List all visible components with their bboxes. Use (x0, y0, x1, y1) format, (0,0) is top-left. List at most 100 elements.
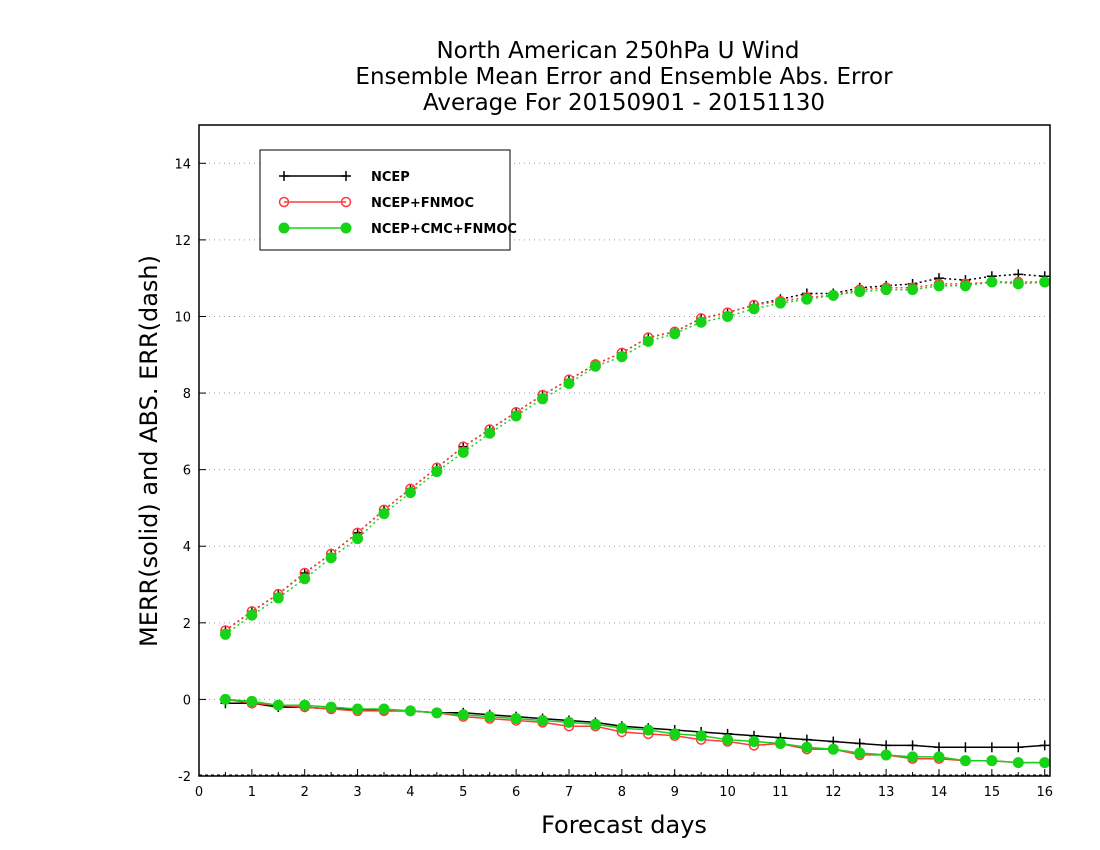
series-layer (219, 269, 1051, 769)
data-point-filled-circle (722, 310, 734, 322)
data-point-filled-circle (1012, 757, 1024, 769)
data-point-filled-circle (748, 736, 760, 748)
data-point-filled-circle (695, 730, 707, 742)
data-point-filled-circle (325, 701, 337, 713)
data-point-filled-circle (986, 276, 998, 288)
x-tick-label: 8 (618, 785, 626, 800)
data-point-filled-circle (340, 222, 352, 234)
data-point-filled-circle (827, 743, 839, 755)
data-point-filled-circle (616, 351, 628, 363)
data-point-plus (279, 171, 289, 181)
data-point-open-circle (278, 196, 290, 208)
y-axis-ticks: -2 0 2 4 6 8 10 12 14 (174, 157, 206, 785)
data-point-filled-circle (325, 552, 337, 564)
series-ncep-fnmoc (220, 276, 1050, 768)
y-tick-label: 4 (183, 540, 191, 555)
x-tick-label: 6 (512, 785, 520, 800)
y-tick-label: 12 (174, 234, 191, 249)
chart-title: North American 250hPa U Wind Ensemble Me… (355, 38, 893, 116)
data-point-filled-circle (219, 628, 231, 640)
title-line-3: Average For 20150901 - 20151130 (423, 90, 825, 116)
data-point-filled-circle (352, 703, 364, 715)
data-point-plus (986, 742, 997, 753)
merr-line (225, 698, 1045, 764)
data-point-filled-circle (431, 466, 443, 478)
abs-err-line (224, 281, 1045, 635)
y-tick-label: 8 (183, 387, 191, 402)
legend-box (259, 149, 511, 251)
data-point-filled-circle (669, 728, 681, 740)
data-point-filled-circle (880, 284, 892, 296)
data-point-filled-circle (986, 755, 998, 767)
x-tick-label: 3 (353, 785, 361, 800)
x-axis-ticks: 0 1 2 3 4 5 6 7 8 9 10 11 12 13 14 15 16 (195, 769, 1053, 800)
x-tick-label: 16 (1036, 785, 1053, 800)
data-point-filled-circle (431, 707, 443, 719)
data-point-filled-circle (669, 328, 681, 340)
legend-label: NCEP+FNMOC (371, 196, 474, 211)
data-point-filled-circle (722, 734, 734, 746)
legend-entry: NCEP (279, 170, 410, 185)
data-point-filled-circle (272, 592, 284, 604)
data-point-open-circle (340, 196, 352, 208)
y-tick-label: 6 (183, 464, 191, 479)
plot-frame (198, 124, 1051, 777)
data-point-filled-circle (801, 293, 813, 305)
data-point-plus (1039, 740, 1050, 751)
x-tick-label: 7 (565, 785, 573, 800)
title-line-1: North American 250hPa U Wind (436, 38, 799, 64)
y-axis-label: MERR(solid) and ABS. ERR(dash) (135, 255, 163, 647)
x-tick-label: 2 (301, 785, 309, 800)
grid (199, 162, 1050, 776)
data-point-filled-circle (246, 695, 258, 707)
series-ncep (220, 269, 1050, 753)
data-point-filled-circle (246, 609, 258, 621)
data-point-filled-circle (907, 284, 919, 296)
data-point-filled-circle (1039, 757, 1051, 769)
data-point-filled-circle (404, 705, 416, 717)
legend-entry: NCEP+CMC+FNMOC (278, 222, 517, 237)
legend-label: NCEP+CMC+FNMOC (371, 222, 517, 237)
data-point-filled-circle (457, 446, 469, 458)
data-point-plus (854, 738, 865, 749)
data-point-plus (1013, 742, 1024, 753)
data-point-filled-circle (510, 713, 522, 725)
y-tick-label: 14 (174, 157, 191, 172)
data-point-filled-circle (1012, 278, 1024, 290)
data-point-filled-circle (827, 289, 839, 301)
data-point-filled-circle (854, 747, 866, 759)
data-point-filled-circle (774, 297, 786, 309)
data-point-filled-circle (352, 533, 364, 545)
data-point-filled-circle (219, 693, 231, 705)
abs-err-line (224, 281, 1045, 632)
data-point-filled-circle (642, 335, 654, 347)
data-point-filled-circle (484, 427, 496, 439)
data-point-filled-circle (616, 722, 628, 734)
data-point-filled-circle (1039, 276, 1051, 288)
x-tick-label: 15 (984, 785, 1001, 800)
x-tick-label: 4 (406, 785, 414, 800)
x-tick-label: 9 (671, 785, 679, 800)
data-point-filled-circle (299, 573, 311, 585)
data-point-filled-circle (404, 487, 416, 499)
legend-entry: NCEP+FNMOC (278, 196, 474, 211)
data-point-plus (960, 742, 971, 753)
data-point-plus (934, 742, 944, 753)
abs-err-line (224, 273, 1045, 632)
x-tick-label: 11 (772, 785, 789, 800)
x-tick-label: 12 (825, 785, 842, 800)
data-point-filled-circle (854, 286, 866, 298)
title-line-2: Ensemble Mean Error and Ensemble Abs. Er… (355, 64, 893, 90)
x-axis-label: Forecast days (541, 811, 707, 839)
data-point-filled-circle (484, 711, 496, 723)
data-point-filled-circle (563, 716, 575, 728)
x-tick-label: 1 (248, 785, 256, 800)
data-point-filled-circle (642, 724, 654, 736)
data-point-plus (881, 740, 892, 751)
data-point-filled-circle (695, 316, 707, 328)
x-tick-label: 0 (195, 785, 203, 800)
legend: NCEP NCEP+FNMOC NCEP+CMC+FNMOC (259, 149, 517, 251)
data-point-filled-circle (510, 410, 522, 422)
y-tick-label: 10 (174, 310, 191, 325)
